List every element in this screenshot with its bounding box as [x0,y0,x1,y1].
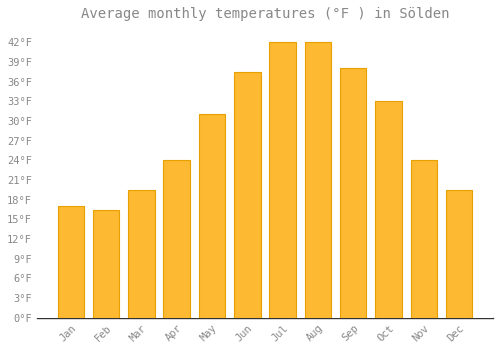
Bar [375,101,402,318]
Title: Average monthly temperatures (°F ) in Sölden: Average monthly temperatures (°F ) in Sö… [80,7,449,21]
Bar [234,72,260,318]
Bar [270,42,296,318]
Bar [446,190,472,318]
Bar [93,210,120,318]
Bar [58,206,84,318]
Bar [304,42,331,318]
Bar [340,69,366,318]
Bar [410,160,437,318]
Bar [164,160,190,318]
Bar [198,114,225,318]
Bar [128,190,154,318]
